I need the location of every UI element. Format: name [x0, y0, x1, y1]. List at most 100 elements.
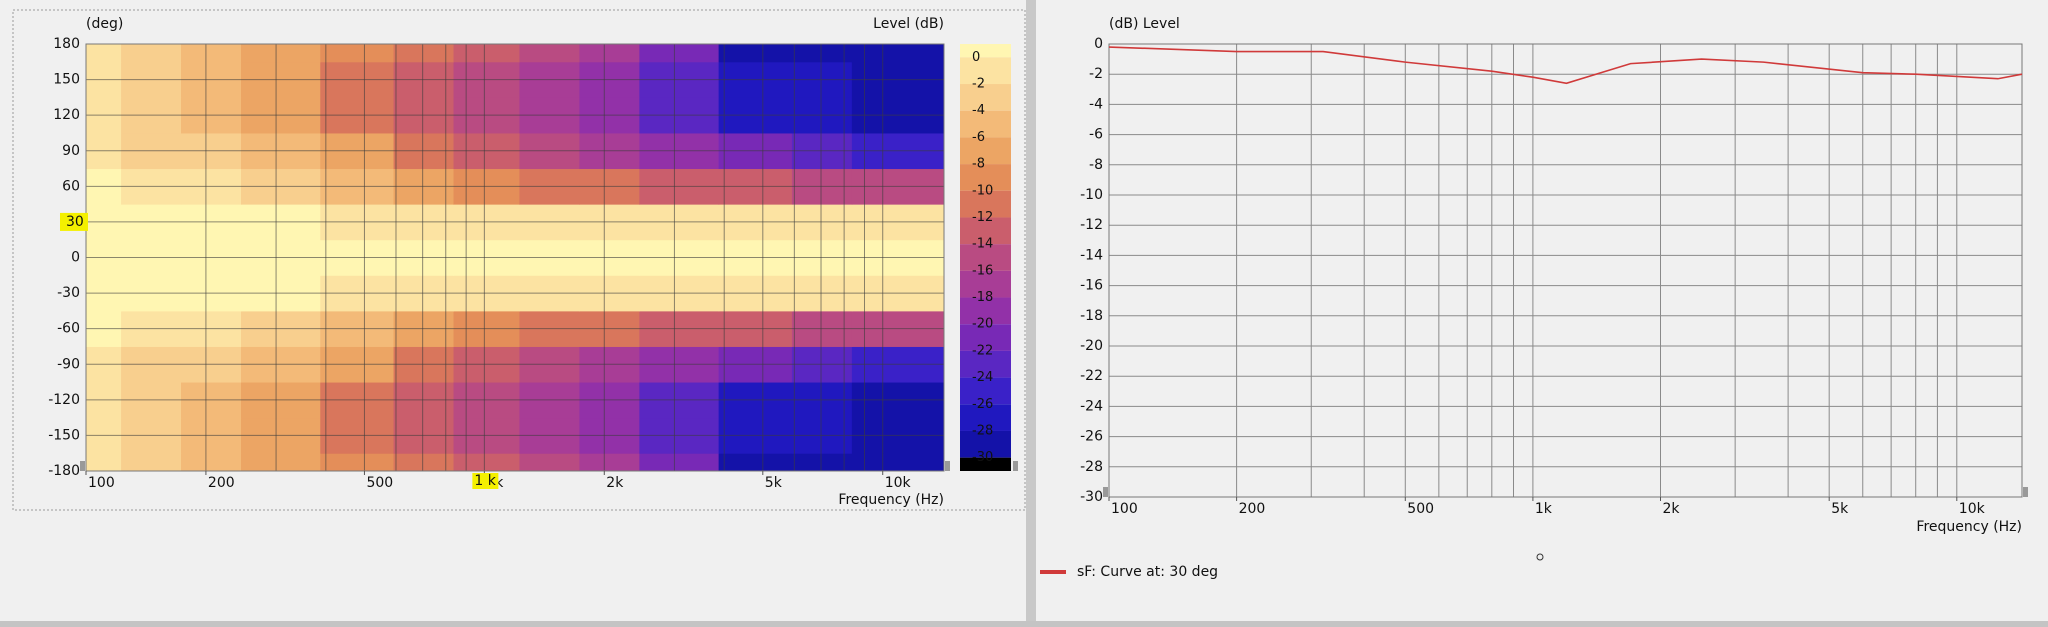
colorbar-band [960, 270, 1011, 298]
y-tick-label: 150 [53, 72, 80, 88]
colorbar-tick-label: -8 [972, 157, 985, 172]
colorbar-tick-label: -26 [972, 397, 993, 412]
heat-cell [718, 453, 793, 472]
y-tick-label: -24 [1080, 398, 1103, 414]
heat-cell [851, 453, 945, 472]
colorbar-band [960, 457, 1011, 471]
x-tick-label: 100 [1111, 501, 1138, 517]
y-tick-label: 180 [53, 36, 80, 52]
y-tick-label: -8 [1089, 157, 1103, 173]
range-handle [1013, 461, 1018, 471]
heat-cell [121, 44, 182, 63]
colorbar-tick-label: -22 [972, 343, 993, 358]
y-tick-label: -22 [1080, 368, 1103, 384]
legend-label: sF: Curve at: 30 deg [1077, 564, 1218, 580]
plot-border [1108, 43, 2023, 498]
x-tick-label: 10k [1959, 501, 1986, 517]
heat-cell [121, 453, 182, 472]
colorbar-band [960, 377, 1011, 405]
colorbar-band [960, 350, 1011, 378]
y-tick-label: -4 [1089, 96, 1103, 112]
y-tick-label: -90 [57, 356, 80, 372]
heat-cell [579, 453, 640, 472]
heat-cell [791, 453, 853, 472]
y-tick-label: -30 [1080, 489, 1103, 505]
y-tick-label: -150 [48, 427, 80, 443]
heat-cell [86, 453, 122, 472]
colorbar-tick-label: -20 [972, 317, 993, 332]
cursor-handle[interactable] [1536, 553, 1544, 561]
heat-cell [718, 44, 793, 63]
colorbar-tick-label: -28 [972, 423, 993, 438]
colorbar-band [960, 190, 1011, 218]
y-tick-label: -10 [1080, 187, 1103, 203]
colorbar-tick-label: -16 [972, 263, 993, 278]
y-tick-label: -180 [48, 463, 80, 479]
heat-cell [579, 44, 640, 63]
colorbar-band [960, 84, 1011, 111]
colorbar-band [960, 137, 1011, 165]
plot-border [85, 43, 945, 472]
colorbar-tick-label: 0 [972, 50, 980, 65]
range-handle [2023, 487, 2028, 497]
heat-cell [393, 453, 455, 472]
y-tick-label: -16 [1080, 278, 1103, 294]
range-handle [80, 461, 85, 471]
x-tick-label: 500 [1407, 501, 1434, 517]
colorbar-band [960, 57, 1011, 85]
y-tick-label: -14 [1080, 247, 1103, 263]
heat-cell [639, 453, 720, 472]
heat-cell [453, 44, 520, 63]
colorbar-tick-label: -24 [972, 370, 993, 385]
cursor-y-label: 30 [66, 214, 84, 230]
colorbar-tick-label: -10 [972, 183, 993, 198]
y-axis-label: (dB) Level [1109, 16, 1180, 32]
colorbar-band [960, 164, 1011, 191]
x-tick-label: 5k [1831, 501, 1849, 517]
heat-cell [240, 453, 321, 472]
colorbar-band [960, 404, 1011, 431]
x-tick-label: 500 [366, 475, 393, 491]
colorbar-tick-label: -18 [972, 290, 993, 305]
cursor-y-marker [60, 212, 88, 231]
heat-cell [181, 44, 242, 63]
x-tick-label: 2k [1663, 501, 1681, 517]
colorbar-tick-label: -12 [972, 210, 993, 225]
colorbar-tick-label: -30 [972, 450, 993, 465]
colorbar-band [960, 324, 1011, 351]
y-tick-label: -120 [48, 392, 80, 408]
heat-cell [519, 44, 580, 63]
y-axis-label: (deg) [86, 16, 123, 32]
colorbar-band [960, 430, 1011, 458]
colorbar-tick-label: -6 [972, 130, 985, 145]
y-tick-label: 0 [1094, 36, 1103, 52]
colorbar-band [960, 244, 1011, 271]
cursor-x-label: 1 k [474, 473, 496, 489]
range-handle [945, 461, 950, 471]
y-tick-label: 0 [71, 250, 80, 266]
heat-cell [393, 44, 455, 63]
heat-cell [181, 453, 242, 472]
y-tick-label: 90 [62, 143, 80, 159]
x-tick-label: 200 [1239, 501, 1266, 517]
y-tick-label: -30 [57, 285, 80, 301]
scrollbar[interactable] [0, 621, 2048, 627]
y-tick-label: -6 [1089, 127, 1103, 143]
x-axis-label: Frequency (Hz) [1916, 519, 2022, 535]
heat-cell [453, 453, 520, 472]
y-tick-label: 60 [62, 178, 80, 194]
x-tick-label: 10k [885, 475, 912, 491]
heat-cell [320, 453, 395, 472]
x-tick-label: 200 [208, 475, 235, 491]
colorbar-band [960, 44, 1011, 58]
colorbar-tick-label: -2 [972, 77, 985, 92]
heat-cell [639, 44, 720, 63]
heat-cell [519, 453, 580, 472]
splitter[interactable] [1026, 0, 1036, 627]
colorbar-band [960, 110, 1011, 138]
x-tick-label: 1k [1535, 501, 1553, 517]
y-tick-label: -20 [1080, 338, 1103, 354]
y-tick-label: -60 [57, 321, 80, 337]
y-tick-label: -12 [1080, 217, 1103, 233]
